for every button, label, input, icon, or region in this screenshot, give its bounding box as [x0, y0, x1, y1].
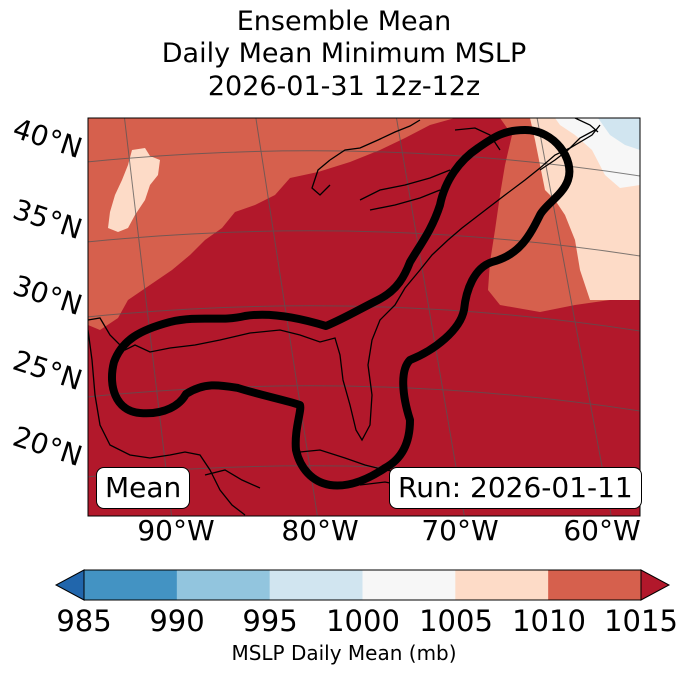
colorbar-label: MSLP Daily Mean (mb)	[231, 641, 457, 665]
lon-label-70w: 70°W	[421, 514, 499, 547]
colorbar-extend-low	[54, 569, 85, 601]
contour-line	[107, 126, 574, 490]
cb-tick-990: 990	[149, 604, 205, 638]
colorbar-frame	[83, 569, 642, 601]
lon-label-60w: 60°W	[563, 514, 641, 547]
mean-badge: Mean	[96, 467, 191, 509]
colorbar-bin-985	[84, 570, 178, 600]
cb-tick-1010: 1010	[512, 604, 586, 638]
colorbar-extend-high	[640, 569, 671, 601]
field-pale-plains	[108, 148, 160, 232]
lon-label-90w: 90°W	[137, 514, 215, 547]
map-frame	[87, 117, 641, 517]
colorbar-bin-1000	[362, 570, 456, 600]
colorbar	[54, 569, 671, 601]
lon-label-80w: 80°W	[281, 514, 359, 547]
chart-title-line-1: Ensemble Mean	[236, 6, 452, 37]
colorbar-bin-990	[176, 570, 271, 600]
cb-tick-1000: 1000	[326, 604, 400, 638]
run-badge: Run: 2026-01-11	[389, 467, 642, 509]
chart-title-line-3: 2026-01-31 12z-12z	[207, 71, 481, 102]
cb-tick-985: 985	[56, 604, 112, 638]
colorbar-bin-1005	[455, 570, 549, 600]
chart-title-line-2: Daily Mean Minimum MSLP	[161, 38, 527, 69]
colorbar-bin-1010	[548, 570, 642, 600]
cb-tick-995: 995	[242, 604, 298, 638]
field-lightblue-995	[598, 118, 640, 150]
cb-tick-1005: 1005	[419, 604, 493, 638]
colorbar-bin-995	[269, 570, 363, 600]
field-high-1015	[88, 118, 640, 516]
coastlines	[88, 118, 601, 516]
cb-tick-1015: 1015	[604, 604, 678, 638]
